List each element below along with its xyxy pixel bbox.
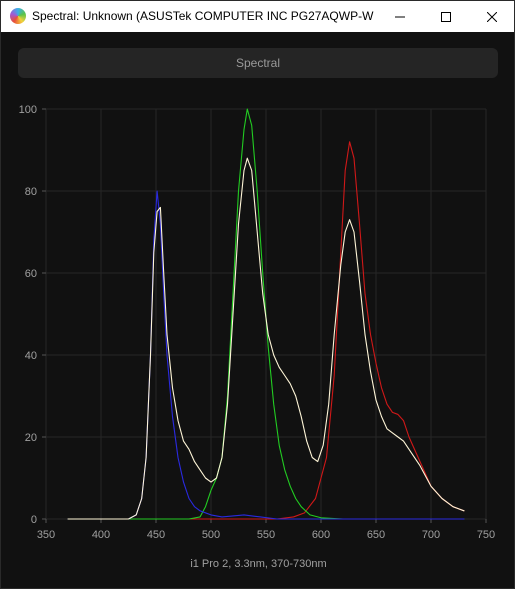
y-tick-label: 20 [25, 432, 37, 444]
y-tick-label: 0 [31, 514, 37, 526]
y-tick-label: 60 [25, 268, 37, 280]
x-tick-label: 700 [422, 529, 440, 541]
x-tick-label: 750 [477, 529, 495, 541]
series-line-0 [67, 141, 465, 520]
chart-axes: 350 400 450 500 550 600 650 700 750 0 20 40 60 80 100 [19, 104, 496, 541]
x-tick-label: 550 [257, 529, 275, 541]
x-tick-label: 650 [367, 529, 385, 541]
maximize-icon [441, 11, 451, 22]
x-tick-label: 400 [92, 529, 110, 541]
window-title: Spectral: Unknown (ASUSTek COMPUTER INC … [32, 9, 377, 23]
spectral-chart: 350 400 450 500 550 600 650 700 750 0 20 40 60 80 100 [19, 104, 496, 541]
tab-spectral-label: Spectral [235, 56, 281, 70]
close-button[interactable] [469, 1, 514, 32]
x-tick-label: 450 [147, 529, 165, 541]
instrument-info: i1 Pro 2, 3.3nm, 370-730nm [190, 558, 327, 570]
x-tick-label: 500 [202, 529, 220, 541]
y-tick-label: 40 [25, 350, 37, 362]
close-icon [487, 11, 497, 22]
y-tick-label: 80 [25, 186, 37, 198]
minimize-icon [395, 16, 405, 17]
app-logo-icon [10, 8, 26, 24]
minimize-button[interactable] [377, 1, 423, 32]
title-bar[interactable]: Spectral: Unknown (ASUSTek COMPUTER INC … [1, 1, 514, 32]
series-line-3 [67, 157, 465, 520]
y-tick-label: 100 [19, 104, 37, 116]
x-tick-label: 350 [37, 529, 55, 541]
maximize-button[interactable] [423, 1, 469, 32]
client-area: Spectral 350 400 450 500 550 600 650 700 750 0 20 4… [1, 32, 514, 588]
chart-lines [67, 108, 465, 520]
tab-spectral[interactable]: Spectral [18, 48, 498, 78]
x-tick-label: 600 [312, 529, 330, 541]
series-line-1 [67, 108, 465, 520]
